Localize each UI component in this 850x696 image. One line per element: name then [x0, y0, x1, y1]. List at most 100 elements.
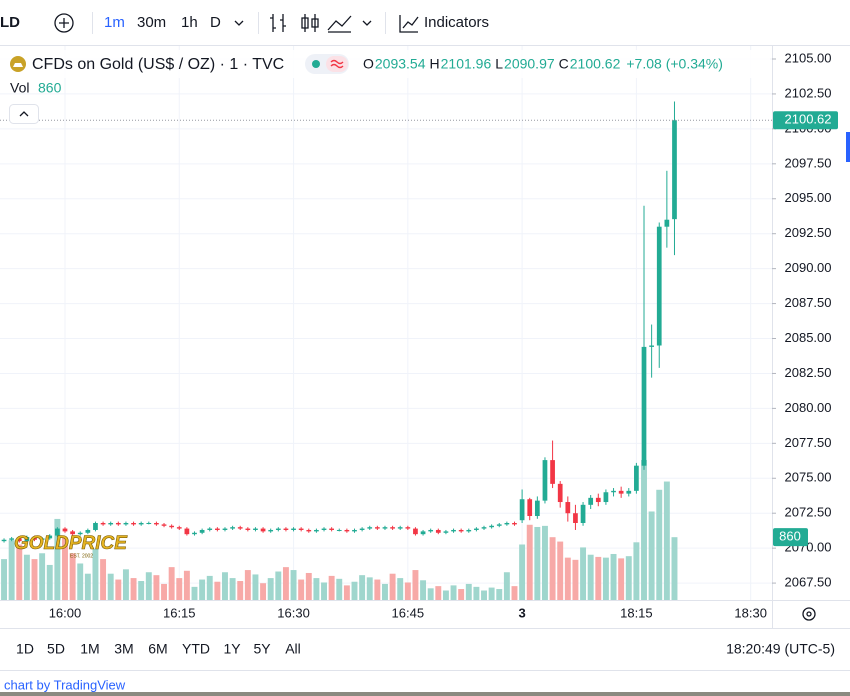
range-button[interactable]: 1Y	[223, 641, 241, 657]
range-buttons: 1D 5D 1M 3M 6M YTD 1Y 5Y All	[16, 641, 301, 657]
side-tab	[846, 132, 850, 162]
volume-bar	[275, 571, 282, 600]
last-price-box	[773, 111, 838, 130]
volume-bar	[549, 537, 556, 600]
candle-body	[108, 522, 114, 525]
watermark-subtext: EST. 2002	[70, 553, 93, 559]
volume-bar	[366, 577, 373, 600]
volume-bar	[404, 582, 411, 600]
last-volume-label: 860	[779, 529, 801, 544]
candle-body	[420, 531, 426, 535]
volume-bar	[260, 583, 267, 600]
symbol[interactable]: LD	[0, 14, 20, 31]
bar-style[interactable]	[270, 14, 286, 32]
interval[interactable]: 1h	[181, 14, 198, 31]
candle-body	[70, 531, 75, 535]
candle-style[interactable]	[301, 14, 319, 32]
range-button[interactable]: 5Y	[253, 641, 271, 657]
scale-settings[interactable]	[802, 607, 816, 621]
volume-bar	[481, 590, 487, 600]
volume-bar	[8, 540, 15, 600]
volume-bar	[290, 570, 297, 600]
ohlc-label: O	[363, 56, 374, 72]
volume-bar	[244, 570, 251, 600]
candle-body	[595, 497, 601, 503]
candle-body	[222, 528, 228, 530]
candle-body	[283, 528, 289, 530]
ohlc-legend: O 2093.54 H 2101.96 L 2090.97 C 2100.62 +7.08 (+…	[363, 56, 723, 72]
range-button[interactable]: YTD	[182, 641, 210, 657]
volume-bar	[595, 556, 602, 600]
candle-body	[336, 529, 342, 531]
interval[interactable]: D	[210, 14, 221, 31]
candle-body	[77, 532, 83, 535]
volume-bar	[321, 582, 327, 600]
volume-bar	[206, 575, 213, 600]
y-tick-label: 2082.50	[785, 365, 832, 380]
candle-body	[481, 527, 487, 529]
volume-bar	[84, 573, 91, 600]
volume-bar	[557, 541, 564, 600]
volume-bar	[412, 570, 419, 600]
volume-bar	[191, 586, 198, 600]
interval[interactable]: 30m	[137, 14, 166, 31]
volume-bar	[138, 581, 145, 600]
range-button[interactable]: 1M	[80, 641, 99, 657]
candle-body	[93, 522, 98, 530]
volume-bar	[107, 573, 114, 600]
ohlc-value: 2093.54	[375, 56, 426, 72]
range-button[interactable]: 6M	[148, 641, 167, 657]
candle-body	[649, 345, 654, 347]
y-tick-label: 2102.50	[785, 85, 832, 100]
volume-bar	[343, 585, 350, 600]
candle-body	[352, 529, 357, 532]
volume-bar	[336, 578, 343, 600]
indicators-button[interactable]: Indicators	[424, 14, 489, 31]
collapse-legend[interactable]	[9, 104, 39, 124]
candle-body	[199, 529, 205, 533]
candle-body	[123, 522, 129, 525]
volume-bar	[519, 544, 526, 600]
style-menu[interactable]	[362, 20, 372, 26]
range-button[interactable]: 3M	[114, 641, 133, 657]
candle-body	[47, 535, 53, 539]
legend-title: CFDs on Gold (US$ / OZ) · 1 · TVC	[32, 56, 284, 73]
interval-menu[interactable]	[234, 20, 244, 26]
volume-bar	[450, 585, 457, 600]
volume-bar	[389, 573, 396, 600]
range-button[interactable]: 1D	[16, 641, 34, 657]
range-button[interactable]: 5D	[47, 641, 65, 657]
volume-bar	[62, 537, 68, 600]
candle-body	[115, 522, 121, 525]
footer-link[interactable]: chart by TradingView	[4, 677, 126, 692]
candle-body	[16, 538, 22, 542]
candle-body	[245, 528, 251, 530]
volume-bar	[31, 559, 38, 600]
candle-body	[374, 527, 380, 529]
candle-body	[367, 527, 373, 529]
x-tick-label: 16:45	[392, 605, 425, 620]
candle-body	[664, 219, 670, 227]
indicators-icon[interactable]	[399, 15, 419, 33]
volume-bar	[496, 589, 503, 600]
volume-bar	[641, 459, 647, 600]
candle-body	[672, 120, 677, 220]
candle-body	[413, 528, 418, 535]
volume-bar	[229, 578, 236, 600]
candle-body	[550, 460, 555, 484]
volume-bar	[222, 572, 228, 600]
ohlc-value: 2090.97	[504, 56, 555, 72]
x-tick-label: 16:15	[163, 605, 196, 620]
area-style[interactable]	[327, 15, 352, 33]
interval[interactable]: 1m	[104, 14, 125, 31]
y-tick-label: 2097.50	[785, 155, 832, 170]
candle-body	[451, 529, 456, 532]
candle-body	[62, 528, 68, 532]
volume-bar	[130, 578, 137, 600]
candle-body	[634, 465, 639, 491]
y-tick-label: 2072.50	[785, 505, 832, 520]
volume-bar	[54, 518, 61, 600]
range-button[interactable]: All	[285, 641, 301, 657]
add-symbol[interactable]	[54, 13, 74, 33]
